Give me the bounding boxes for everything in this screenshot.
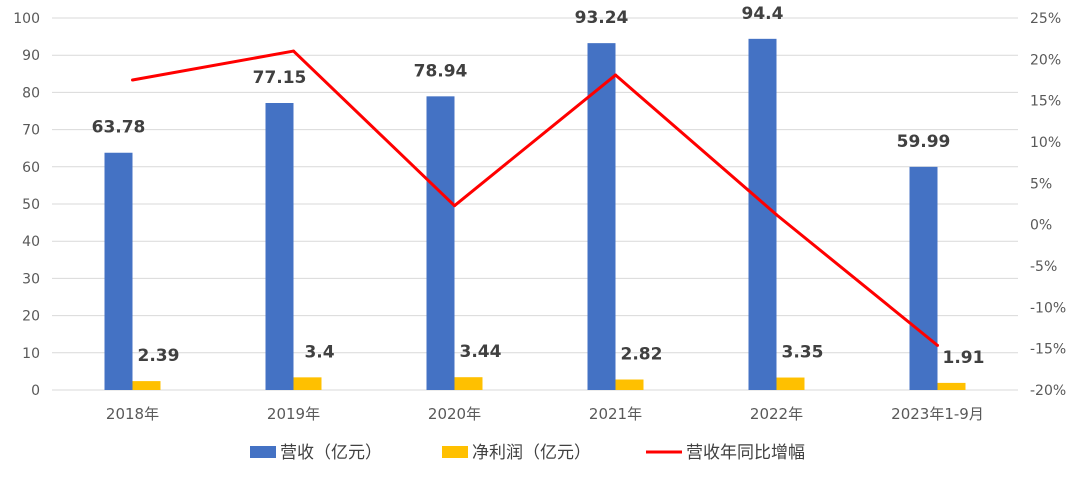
data-labels: 63.78 77.15 78.94 93.24 94.4 59.99 2.39 3.4 3.44… [92, 4, 985, 368]
right-axis-tick: 20% [1030, 52, 1061, 68]
growth-rate-point [453, 204, 456, 208]
net-profit-bar [776, 377, 805, 390]
growth-rate-point [614, 73, 617, 77]
net-profit-data-label: 3.44 [460, 342, 502, 362]
revenue-data-label: 94.4 [742, 4, 784, 24]
right-axis-tick: 5% [1030, 176, 1052, 192]
net-profit-data-label: 3.4 [304, 342, 334, 362]
bars [104, 38, 966, 390]
left-axis-tick: 70 [22, 123, 40, 139]
left-axis-tick: 20 [22, 309, 40, 325]
right-axis-tick: 0% [1030, 218, 1052, 234]
right-axis-tick: -5% [1030, 259, 1057, 275]
revenue-bar [748, 38, 777, 390]
left-axis-tick-labels: 0 10 20 30 40 50 60 70 80 90 100 [13, 11, 40, 399]
right-axis-tick: -20% [1030, 383, 1066, 399]
category-label: 2020年 [428, 405, 481, 423]
revenue-data-label: 93.24 [575, 8, 629, 28]
net-profit-bar [293, 377, 322, 390]
left-axis-tick: 60 [22, 160, 40, 176]
category-label: 2023年1-9月 [891, 405, 984, 423]
right-axis-tick: 15% [1030, 94, 1061, 110]
left-axis-tick: 40 [22, 234, 40, 250]
growth-rate-point [936, 343, 939, 347]
growth-line [131, 49, 939, 347]
net-profit-bar [454, 377, 483, 390]
revenue-data-label: 59.99 [897, 132, 951, 152]
net-profit-bar [615, 379, 644, 390]
left-axis-tick: 100 [13, 11, 40, 27]
revenue-bar [587, 43, 616, 390]
legend-label: 净利润（亿元） [472, 443, 591, 463]
revenue-bar [426, 96, 455, 390]
legend-swatch [250, 446, 276, 458]
revenue-data-label: 77.15 [253, 68, 307, 88]
left-axis-tick: 50 [22, 197, 40, 213]
net-profit-bar [937, 382, 966, 390]
category-label: 2022年 [750, 405, 803, 423]
category-label: 2018年 [106, 405, 159, 423]
right-axis-tick: 25% [1030, 11, 1061, 27]
left-axis-tick: 0 [31, 383, 40, 399]
left-axis-tick: 30 [22, 271, 40, 287]
left-axis-tick: 10 [22, 346, 40, 362]
revenue-bar [909, 166, 938, 390]
growth-rate-point [131, 78, 134, 82]
revenue-data-label: 78.94 [414, 61, 468, 81]
left-axis-tick: 80 [22, 85, 40, 101]
net-profit-data-label: 3.35 [782, 343, 824, 363]
right-axis-tick: -15% [1030, 342, 1066, 358]
growth-rate-line [132, 49, 939, 347]
gridlines [52, 17, 1018, 391]
left-axis-tick: 90 [22, 48, 40, 64]
category-label: 2019年 [267, 405, 320, 423]
legend-label: 营收（亿元） [280, 443, 382, 463]
category-label: 2021年 [589, 405, 642, 423]
legend-swatch [442, 446, 468, 458]
legend-label: 营收年同比增幅 [686, 443, 805, 463]
right-axis-tick: -10% [1030, 300, 1066, 316]
right-axis-tick-labels: -20% -15% -10% -5% 0% 5% 10% 15% 20% 25% [1030, 11, 1066, 399]
right-axis-tick: 10% [1030, 135, 1061, 151]
revenue-bar [104, 152, 133, 390]
category-labels: 2018年 2019年 2020年 2021年 2022年 2023年1-9月 [106, 405, 984, 423]
net-profit-bar [132, 381, 161, 390]
net-profit-data-label: 1.91 [943, 348, 985, 368]
net-profit-data-label: 2.82 [621, 345, 663, 365]
revenue-bar [265, 103, 294, 390]
net-profit-data-label: 2.39 [138, 346, 180, 366]
growth-rate-point [292, 49, 295, 53]
growth-rate-point [775, 213, 778, 217]
revenue-data-label: 63.78 [92, 118, 146, 138]
legend: 营收（亿元） 净利润（亿元） 营收年同比增幅 [250, 443, 805, 463]
